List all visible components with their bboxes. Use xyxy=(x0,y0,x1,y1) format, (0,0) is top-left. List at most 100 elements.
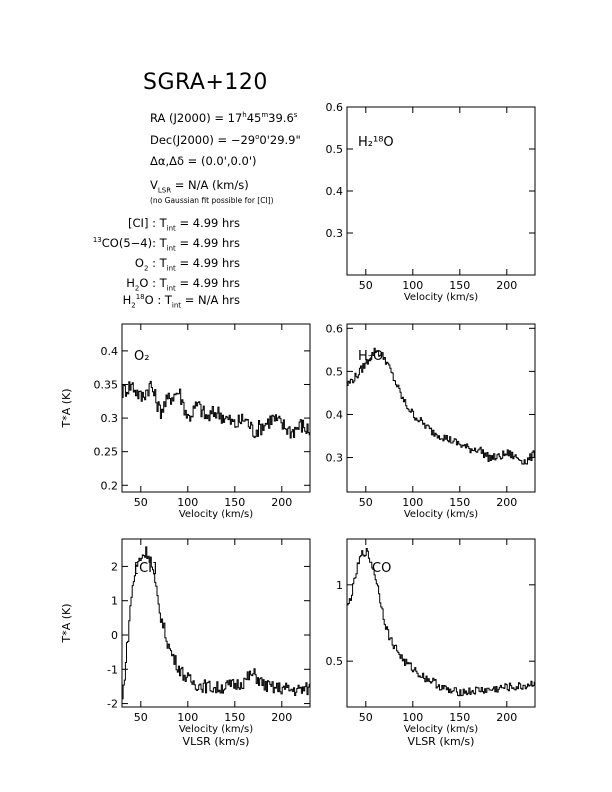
tint-label: O : T xyxy=(144,293,172,307)
y-tick-label: 0.35 xyxy=(94,378,119,391)
y-tick-label: 0.4 xyxy=(326,408,344,421)
x-axis-label-vlsr: VLSR (km/s) xyxy=(408,735,475,748)
ra-prefix: RA (J2000) = 17 xyxy=(150,111,243,125)
x-tick-label: 200 xyxy=(271,496,292,509)
x-axis-label: Velocity (km/s) xyxy=(179,509,253,520)
tint-sub: int xyxy=(166,244,176,253)
tint-row-13co: 13CO(5−4): Tint = 4.99 hrs xyxy=(93,236,240,252)
y-tick-label: 0.5 xyxy=(326,365,344,378)
vlsr-line: VLSR = N/A (km/s) xyxy=(150,178,249,194)
tint-value: = 4.99 hrs xyxy=(179,256,240,270)
x-axis-label: Velocity (km/s) xyxy=(179,724,253,735)
tint-value: = 4.99 hrs xyxy=(179,276,240,290)
y-axis-label: T*A (K) xyxy=(60,388,73,428)
x-tick-label: 50 xyxy=(359,496,373,509)
x-tick-label: 200 xyxy=(496,711,517,724)
panel-h2o: 50 100 150 200 0.3 0.4 0.5 0.6 Velocity (km/s) H₂… xyxy=(326,322,536,520)
panel-label-h218o: H₂¹⁸O xyxy=(358,135,394,150)
ra-mid: 45 xyxy=(246,111,262,125)
panel-label-co: CO xyxy=(372,561,391,576)
x-tick-label: 50 xyxy=(134,711,148,724)
ra-h: h xyxy=(242,111,247,120)
y-tick-label: 0.4 xyxy=(326,185,344,198)
x-axis-label: Velocity (km/s) xyxy=(404,509,478,520)
x-tick-label: 200 xyxy=(496,279,517,292)
tint-value: = 4.99 hrs xyxy=(179,216,240,230)
spectrum-line-ci xyxy=(122,546,310,700)
x-tick-label: 150 xyxy=(224,711,245,724)
panel-label-h2o: H₂O xyxy=(358,349,383,364)
y-tick-label: 0.3 xyxy=(326,452,344,465)
x-tick-label: 100 xyxy=(402,496,423,509)
panel-co: 50 100 150 200 0.5 1 Velocity (km/s)VLSR (km/s… xyxy=(326,538,536,748)
tint-pre: H xyxy=(126,276,135,290)
plot-frame xyxy=(121,538,311,708)
offset-line: Δα,Δδ = (0.0',0.0') xyxy=(150,154,257,168)
dec-prefix: Dec(J2000) = −29 xyxy=(150,133,256,147)
page-title: SGRA+120 xyxy=(143,70,268,95)
tint-row-h2o: H2O : Tint = 4.99 hrs xyxy=(126,276,240,292)
tint-sub: int xyxy=(166,284,176,293)
tint-label: O : T xyxy=(139,276,167,290)
tint-sub2: 2 xyxy=(134,284,140,293)
x-tick-label: 50 xyxy=(134,496,148,509)
y-tick-label: 0.4 xyxy=(101,345,119,358)
tint-sub2: 2 xyxy=(131,301,136,310)
x-tick-label: 150 xyxy=(449,711,470,724)
vlsr-v: V xyxy=(150,178,158,192)
y-tick-label: 0.3 xyxy=(326,227,344,240)
y-tick-label: 1 xyxy=(111,595,118,608)
dec-deg: o xyxy=(255,133,260,142)
y-tick-label: 0.25 xyxy=(94,446,119,459)
panel-h218o: 50 100 150 200 0.3 0.4 0.5 0.6 Velocity (km/s) H₂… xyxy=(326,101,536,303)
y-tick-label: 1 xyxy=(336,579,343,592)
x-tick-label: 200 xyxy=(271,711,292,724)
tint-sup: 13 xyxy=(92,236,102,245)
gaussian-note: (no Gaussian fit possible for [CI]) xyxy=(150,196,274,205)
y-axis-label: T*A (K) xyxy=(60,603,73,643)
x-axis-label: Velocity (km/s) xyxy=(404,724,478,735)
tint-label: CO(5−4): T xyxy=(101,236,167,250)
x-axis-label-vlsr: VLSR (km/s) xyxy=(183,735,250,748)
tint-pre: H xyxy=(122,293,132,307)
tint-sub2: 2 xyxy=(143,264,149,273)
plot-frame xyxy=(346,323,536,493)
tint-sub: int xyxy=(166,264,176,273)
spectrum-line-o2 xyxy=(122,380,310,439)
x-tick-label: 50 xyxy=(359,711,373,724)
y-tick-label: 2 xyxy=(111,560,118,573)
x-tick-label: 200 xyxy=(496,496,517,509)
spectrum-line-h2o xyxy=(347,347,535,465)
dec-rest: 0'29.9" xyxy=(259,133,301,147)
panel-ci: 50 100 150 200 -2 -1 0 1 2 Velocity (km/s)VLSR (k… xyxy=(60,538,311,748)
y-tick-label: 0.3 xyxy=(101,412,119,425)
ra-sec: 39.6 xyxy=(268,111,294,125)
x-tick-label: 150 xyxy=(224,496,245,509)
ra-m: m xyxy=(261,111,269,120)
tint-sub: int xyxy=(171,301,182,310)
ra-line: RA (J2000) = 17h45m39.6s xyxy=(150,111,297,125)
ra-s: s xyxy=(293,111,298,120)
plot-frame xyxy=(346,106,536,276)
x-tick-label: 100 xyxy=(177,496,198,509)
y-tick-label: 0.5 xyxy=(326,143,344,156)
tint-row-o2: O2 : Tint = 4.99 hrs xyxy=(135,256,240,272)
panel-label-ci: [CI] xyxy=(134,561,157,576)
y-tick-label: 0.5 xyxy=(326,655,344,668)
x-tick-label: 50 xyxy=(359,279,373,292)
vlsr-rest: = N/A (km/s) xyxy=(174,178,249,192)
x-tick-label: 150 xyxy=(449,496,470,509)
vlsr-sub: LSR xyxy=(157,186,172,195)
tint-value: = N/A hrs xyxy=(184,293,240,307)
tint-sub: int xyxy=(166,224,176,233)
y-tick-label: 0.2 xyxy=(101,479,119,492)
plot-frame xyxy=(121,323,311,493)
y-tick-label: 0 xyxy=(111,629,118,642)
tint-sup2: 18 xyxy=(135,293,145,302)
x-tick-label: 150 xyxy=(449,279,470,292)
y-tick-label: 0.6 xyxy=(326,322,344,335)
tint-row-h218o: H218O : Tint = N/A hrs xyxy=(123,293,240,309)
tint-row-ci: [CI] : Tint = 4.99 hrs xyxy=(128,216,240,232)
y-tick-label: -2 xyxy=(107,698,118,711)
